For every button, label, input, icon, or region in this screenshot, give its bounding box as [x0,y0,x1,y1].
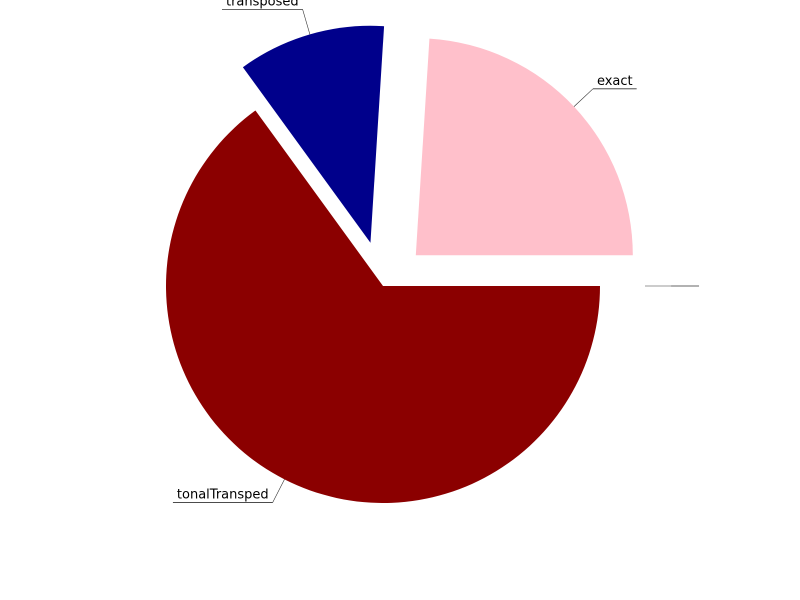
leader-line-tonal-transped [272,479,285,503]
pie-slices [166,25,633,504]
slice-label-tonal-transped: tonalTransped [177,488,269,503]
slice-labels: tonalTransped transposed exact [172,0,700,503]
pie-slice-tonal-transped [166,110,600,504]
leader-line-exact [573,88,594,107]
slice-label-exact: exact [597,74,633,89]
slice-label-transposed: transposed [226,0,299,9]
pie-slice-exact [415,38,633,256]
leader-line-transposed [302,9,311,35]
pie-slice-transposed [242,25,385,243]
